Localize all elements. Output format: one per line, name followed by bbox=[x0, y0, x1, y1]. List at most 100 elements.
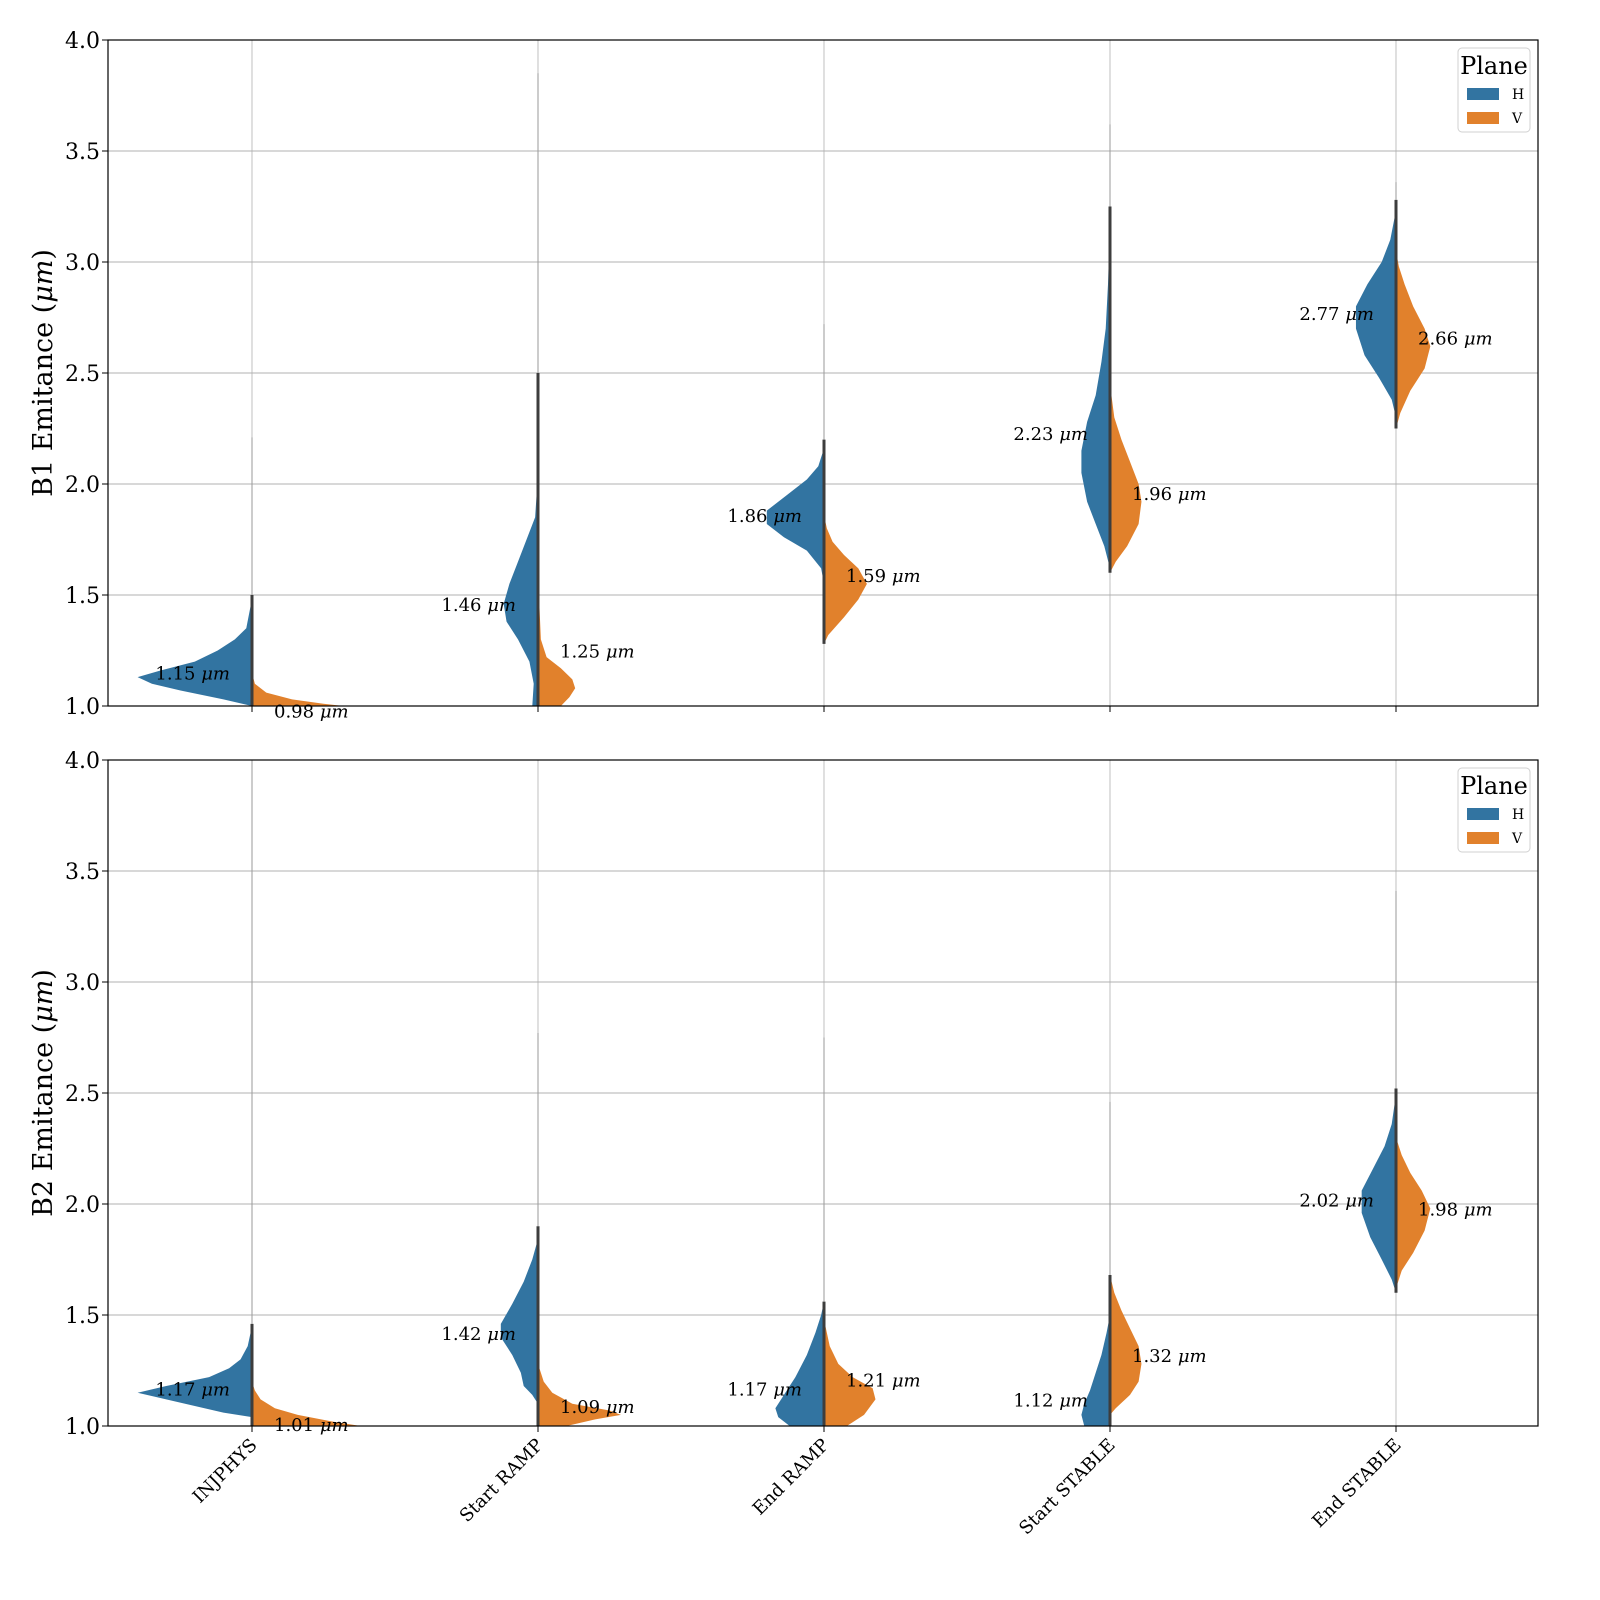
y-tick-label: 2.0 bbox=[65, 473, 100, 498]
violin-v-end-stable bbox=[1396, 250, 1431, 429]
median-value: 1.17 bbox=[727, 1379, 773, 1400]
y-tick-label: 2.0 bbox=[65, 1193, 100, 1218]
y-tick-label: 2.5 bbox=[65, 1082, 100, 1107]
x-tick-label: Start STABLE bbox=[1015, 1435, 1119, 1539]
violin-h-end-stable bbox=[1355, 199, 1396, 418]
legend-swatch-h bbox=[1467, 88, 1499, 100]
median-label-h: 1.42 μm bbox=[441, 1324, 516, 1345]
median-unit: μm bbox=[773, 506, 802, 527]
median-unit: μm bbox=[773, 1379, 802, 1400]
median-unit: μm bbox=[201, 1379, 230, 1400]
median-unit: μm bbox=[201, 664, 230, 685]
median-unit: μm bbox=[320, 1415, 349, 1436]
x-tick-label: Start RAMP bbox=[456, 1435, 548, 1527]
median-value: 1.21 bbox=[846, 1370, 892, 1391]
y-tick-label: 3.5 bbox=[65, 140, 100, 165]
median-unit: μm bbox=[1464, 1199, 1493, 1220]
y-tick-label: 2.5 bbox=[65, 362, 100, 387]
violin-h-end-ramp bbox=[775, 1301, 824, 1426]
y-label-close: ) bbox=[28, 249, 59, 260]
median-label-h: 1.86 μm bbox=[727, 506, 802, 527]
violin-v-end-ramp bbox=[824, 1303, 876, 1426]
y-axis-label: B2 Emitance (μm) bbox=[28, 969, 59, 1217]
y-tick-label: 1.5 bbox=[65, 584, 100, 609]
legend-swatch-h bbox=[1467, 808, 1499, 820]
violin-h-injphys bbox=[137, 595, 252, 706]
y-tick-label: 1.5 bbox=[65, 1304, 100, 1329]
violin-v-start-ramp bbox=[538, 1363, 621, 1426]
y-tick-label: 1.0 bbox=[65, 1415, 100, 1440]
legend: Plane HV bbox=[1457, 767, 1531, 853]
x-tick-labels: INJPHYS Start RAMP End RAMP Start STABLE End… bbox=[189, 1435, 1406, 1539]
x-tick-label: INJPHYS bbox=[189, 1435, 262, 1508]
legend-swatch-v bbox=[1467, 112, 1499, 124]
legend: Plane HV bbox=[1457, 47, 1531, 133]
x-tick-label: End STABLE bbox=[1308, 1435, 1405, 1532]
median-value: 2.02 bbox=[1299, 1191, 1345, 1212]
y-tick-label: 4.0 bbox=[65, 749, 100, 774]
median-value: 1.17 bbox=[155, 1379, 201, 1400]
y-label-unit: μm bbox=[28, 980, 59, 1023]
median-label-h: 1.12 μm bbox=[1013, 1390, 1088, 1411]
median-label-h: 2.77 μm bbox=[1299, 304, 1374, 325]
y-axis-label: B1 Emitance (μm) bbox=[28, 249, 59, 497]
violin-v-injphys bbox=[252, 672, 344, 706]
violin-v-injphys bbox=[252, 1381, 361, 1426]
median-unit: μm bbox=[1178, 484, 1207, 505]
median-value: 1.98 bbox=[1418, 1199, 1464, 1220]
median-unit: μm bbox=[1345, 304, 1374, 325]
violin-v-end-stable bbox=[1396, 1132, 1431, 1289]
median-label-v: 1.96 μm bbox=[1132, 484, 1207, 505]
legend-swatch-v bbox=[1467, 832, 1499, 844]
violin-h-end-ramp bbox=[766, 439, 824, 584]
violin-v-start-stable bbox=[1110, 1275, 1142, 1415]
violin-h-end-stable bbox=[1361, 1088, 1396, 1293]
violin-v-end-ramp bbox=[824, 515, 867, 644]
median-unit: μm bbox=[1059, 1390, 1088, 1411]
median-value: 1.01 bbox=[274, 1415, 320, 1436]
axes-frame bbox=[107, 759, 1539, 1427]
median-value: 0.98 bbox=[274, 701, 320, 722]
median-label-h: 2.23 μm bbox=[1013, 424, 1088, 445]
median-value: 2.66 bbox=[1418, 328, 1464, 349]
violins bbox=[137, 73, 1431, 706]
violin-h-start-stable bbox=[1081, 1315, 1110, 1426]
median-label-v: 0.98 μm bbox=[274, 701, 349, 722]
y-label-unit: μm bbox=[28, 260, 59, 303]
median-value: 1.32 bbox=[1132, 1346, 1178, 1367]
legend-label-h: H bbox=[1512, 807, 1524, 823]
median-unit: μm bbox=[892, 566, 921, 587]
median-label-h: 1.46 μm bbox=[441, 595, 516, 616]
median-value: 1.42 bbox=[441, 1324, 487, 1345]
median-label-v: 1.25 μm bbox=[560, 642, 635, 663]
axes-frame bbox=[107, 39, 1539, 707]
y-tick-label: 3.0 bbox=[65, 251, 100, 276]
median-label-v: 1.98 μm bbox=[1418, 1199, 1493, 1220]
x-tick-label: End RAMP bbox=[749, 1435, 834, 1520]
violins bbox=[137, 760, 1431, 1426]
legend-title: Plane bbox=[1460, 52, 1528, 80]
median-label-v: 1.09 μm bbox=[560, 1397, 635, 1418]
y-tick-label: 4.0 bbox=[65, 29, 100, 54]
median-label-v: 1.01 μm bbox=[274, 1415, 349, 1436]
median-label-v: 2.66 μm bbox=[1418, 328, 1493, 349]
y-tick-label: 1.0 bbox=[65, 695, 100, 720]
median-value: 1.86 bbox=[727, 506, 773, 527]
median-label-h: 1.15 μm bbox=[155, 664, 230, 685]
violin-h-start-stable bbox=[1081, 206, 1110, 569]
median-unit: μm bbox=[1345, 1191, 1374, 1212]
median-unit: μm bbox=[892, 1370, 921, 1391]
median-unit: μm bbox=[1059, 424, 1088, 445]
violin-h-injphys bbox=[137, 1323, 252, 1418]
panel-b1: 1.0 1.5 2.0 2.5 3.0 3.5 4.0 1.15 μm 0.98 μm 1.46 … bbox=[28, 29, 1539, 722]
y-label-close: ) bbox=[28, 969, 59, 980]
y-tick-label: 3.5 bbox=[65, 860, 100, 885]
y-label-text: B2 Emitance ( bbox=[28, 1023, 59, 1217]
panel-b2: 1.01.52.02.53.03.54.01.17 μm1.01 μm1.42 … bbox=[28, 749, 1539, 1440]
median-value: 2.23 bbox=[1013, 424, 1059, 445]
legend-label-v: V bbox=[1511, 111, 1523, 127]
median-unit: μm bbox=[487, 1324, 516, 1345]
violin-h-start-ramp bbox=[500, 1226, 538, 1404]
median-value: 1.12 bbox=[1013, 1390, 1059, 1411]
